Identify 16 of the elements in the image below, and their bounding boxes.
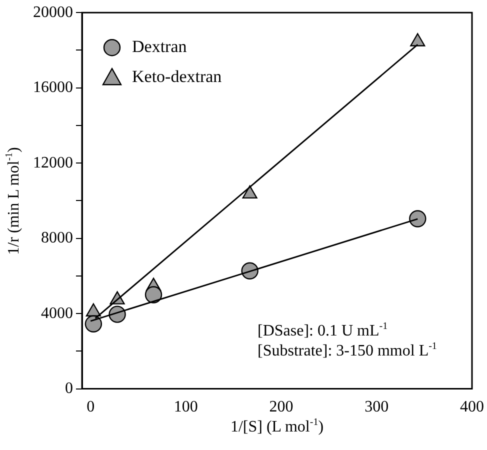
x-axis-title: 1/[S] (L mol$^{-1}$)	[230, 416, 324, 437]
y-tick-label: 0	[65, 380, 73, 398]
x-tick-label: 400	[460, 398, 484, 416]
annotation: [DSase]: 0.1 U mL$^{-1}$	[258, 320, 388, 340]
x-tick-label: 200	[269, 398, 294, 416]
legend-label: Keto-dextran	[132, 67, 222, 86]
y-tick-label: 16000	[33, 79, 73, 96]
y-tick-label: 20000	[33, 4, 73, 21]
x-tick-label: 100	[174, 398, 198, 416]
y-tick-label: 8000	[41, 230, 73, 247]
y-tick-label: 4000	[41, 304, 73, 322]
legend-label: Dextran	[132, 37, 188, 56]
annotation: [Substrate]: 3-150 mmol L$^{-1}$	[258, 340, 437, 359]
x-tick-label: 0	[86, 398, 95, 416]
x-tick-label: 300	[364, 398, 389, 416]
y-tick-label: 12000	[33, 154, 73, 172]
